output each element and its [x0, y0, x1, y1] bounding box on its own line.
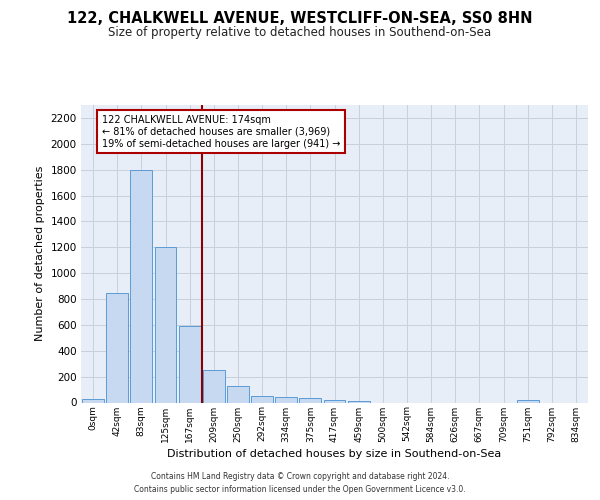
- Bar: [275, 396, 297, 402]
- Bar: [82, 400, 104, 402]
- Bar: [251, 396, 273, 402]
- Text: Size of property relative to detached houses in Southend-on-Sea: Size of property relative to detached ho…: [109, 26, 491, 39]
- Text: Contains public sector information licensed under the Open Government Licence v3: Contains public sector information licen…: [134, 485, 466, 494]
- Bar: [348, 400, 370, 402]
- Bar: [130, 170, 152, 402]
- Bar: [227, 386, 249, 402]
- Bar: [203, 370, 224, 402]
- Bar: [323, 400, 346, 402]
- Bar: [179, 326, 200, 402]
- Text: 122 CHALKWELL AVENUE: 174sqm
← 81% of detached houses are smaller (3,969)
19% of: 122 CHALKWELL AVENUE: 174sqm ← 81% of de…: [101, 116, 340, 148]
- Y-axis label: Number of detached properties: Number of detached properties: [35, 166, 45, 342]
- Text: 122, CHALKWELL AVENUE, WESTCLIFF-ON-SEA, SS0 8HN: 122, CHALKWELL AVENUE, WESTCLIFF-ON-SEA,…: [67, 11, 533, 26]
- Bar: [299, 398, 321, 402]
- Bar: [106, 293, 128, 403]
- Text: Contains HM Land Registry data © Crown copyright and database right 2024.: Contains HM Land Registry data © Crown c…: [151, 472, 449, 481]
- X-axis label: Distribution of detached houses by size in Southend-on-Sea: Distribution of detached houses by size …: [167, 448, 502, 458]
- Bar: [155, 248, 176, 402]
- Bar: [517, 400, 539, 402]
